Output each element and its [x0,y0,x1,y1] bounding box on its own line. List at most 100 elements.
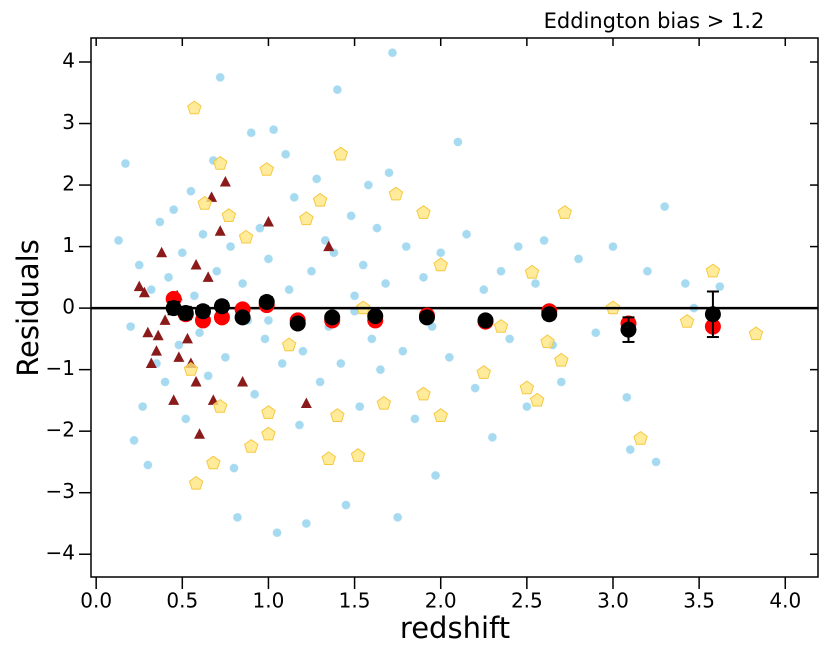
triangle-point [190,375,202,387]
point [380,278,391,289]
pentagon-point [529,392,545,407]
y-tick-label: 3 [62,110,75,134]
binned-point [289,315,306,332]
pentagon-point [238,229,254,244]
pentagon-point [476,365,491,379]
pentagon-point [388,186,404,201]
point [134,260,145,270]
point [513,241,524,252]
pentagon-point [540,334,555,349]
point [409,413,420,424]
point [315,377,326,387]
point [160,377,170,387]
point [155,217,165,227]
point [272,527,282,538]
y-axis-label: Residuals [11,239,45,377]
point [311,174,322,184]
binned-point [213,309,230,326]
triangle-point [150,345,162,356]
point [280,149,291,160]
pentagon-point [183,361,199,376]
point [173,340,184,350]
triangle-point [219,175,231,187]
binned-point [541,306,558,323]
point [659,201,670,212]
point [301,518,312,529]
pentagon-point [187,100,202,115]
point [363,180,374,190]
pentagon-point [312,192,328,207]
pentagon-point [748,326,764,341]
point [335,358,346,369]
binned-point [213,298,230,315]
binned-point [258,293,275,310]
point [232,512,243,523]
binned-point [704,306,721,323]
triangle-point [323,240,335,252]
point [608,241,618,252]
pentagon-point [333,146,349,161]
point [401,241,412,252]
pentagon-point [330,408,345,422]
pentagon-point [261,405,276,419]
point [346,210,357,221]
pentagon-point [244,438,259,453]
pentagon-point [524,264,540,279]
point [375,364,386,375]
y-tick-label: 2 [62,172,75,196]
pentagon-point [321,451,336,465]
pentagon-point [633,430,648,445]
x-tick-label: 2.0 [425,589,457,613]
x-tick-label: 3.5 [683,589,715,613]
pentagon-point [221,208,237,222]
point [225,241,236,252]
point [246,127,257,138]
point [277,358,288,369]
point [249,389,260,400]
point [392,512,403,523]
point [254,223,265,234]
point [341,500,351,510]
point [306,266,317,277]
point [642,266,653,277]
point [496,266,506,277]
point [478,284,489,295]
point [194,327,205,338]
point [177,247,188,258]
triangle-point [173,351,185,362]
point [366,333,377,344]
pentagon-point [433,257,448,272]
point [530,278,541,289]
pentagon-point [557,205,572,219]
y-tick-label: 0 [62,295,75,319]
point [504,333,515,344]
point [260,333,270,344]
x-tick-label: 0.0 [80,589,112,613]
point [387,47,398,58]
point [430,470,441,481]
point [215,72,226,83]
point [146,284,157,295]
pentagon-point [261,426,276,441]
y-tick-label: 4 [62,48,75,72]
triangle-point [194,428,206,439]
point [137,401,148,412]
binned-point [194,303,211,320]
point [435,247,446,258]
point [384,167,394,178]
point [521,401,532,412]
point [220,352,231,363]
point [590,327,601,338]
point [621,392,632,403]
point [714,281,725,292]
triangle-point [202,271,214,282]
pentagon-point [376,395,392,410]
point [129,435,139,446]
triangle-point [138,286,150,298]
x-tick-label: 3.0 [597,589,629,613]
point [349,290,360,301]
binned-point [177,305,194,322]
point [680,278,691,289]
point [470,383,481,394]
triangle-point [262,215,274,227]
